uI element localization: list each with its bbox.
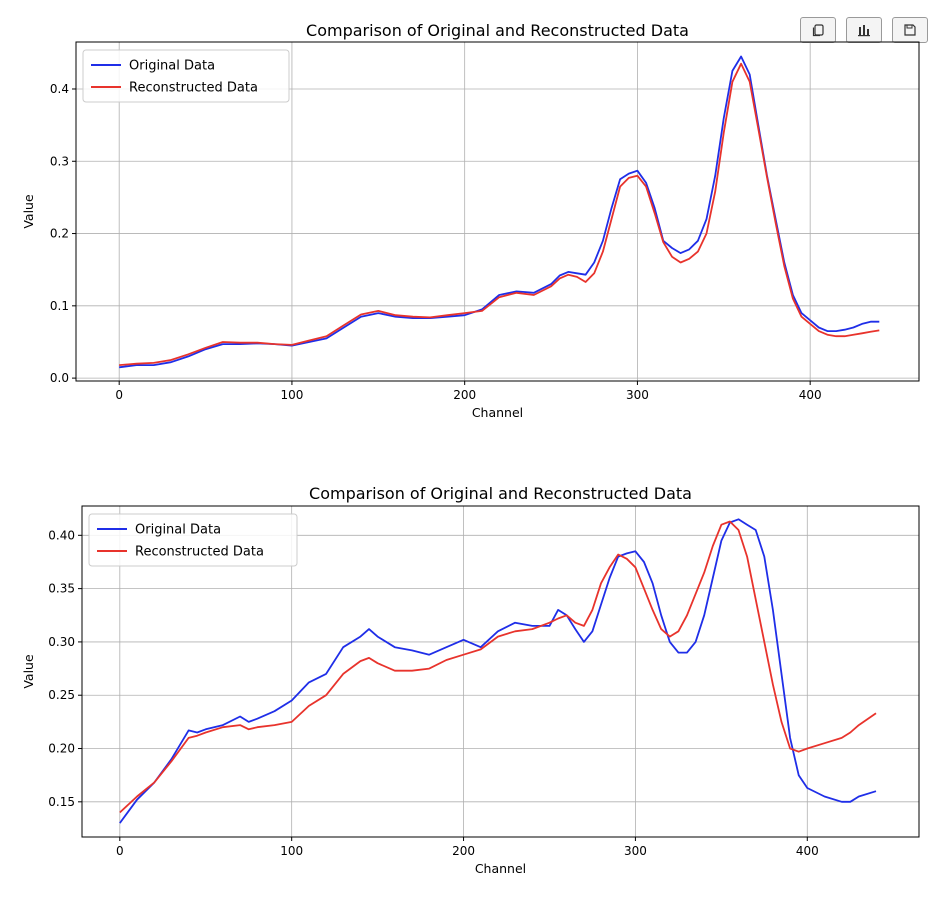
x-tick-label: 200 [452, 844, 475, 858]
legend: Original Data Reconstructed Data [88, 513, 298, 567]
legend-label: Original Data [129, 59, 215, 74]
x-tick-label: 400 [799, 388, 822, 402]
copy-button[interactable] [800, 17, 836, 43]
series-line-reconstructed [119, 520, 877, 814]
plot-frame [81, 505, 920, 838]
x-tick-label: 100 [280, 844, 303, 858]
x-tick-label: 0 [116, 844, 124, 858]
y-tick-label: 0.20 [48, 742, 75, 756]
chart-button[interactable] [846, 17, 882, 43]
save-button[interactable] [892, 17, 928, 43]
y-tick-label: 0.3 [50, 154, 69, 168]
save-icon [904, 24, 916, 36]
x-axis-label: Channel [475, 861, 526, 876]
x-axis-label: Channel [472, 405, 523, 420]
chart-title: Comparison of Original and Reconstructed… [306, 21, 689, 40]
figure-toolbar [800, 17, 928, 43]
legend-label: Reconstructed Data [135, 545, 264, 560]
chart-1: Comparison of Original and Reconstructed… [21, 21, 920, 420]
y-tick-label: 0.0 [50, 371, 69, 385]
y-tick-label: 0.40 [48, 528, 75, 542]
bar-chart-icon [858, 25, 870, 37]
y-tick-label: 0.30 [48, 635, 75, 649]
y-tick-label: 0.2 [50, 227, 69, 241]
series-line-original [119, 55, 880, 369]
x-tick-label: 400 [796, 844, 819, 858]
y-tick-label: 0.1 [50, 299, 69, 313]
plot-frame [75, 41, 920, 382]
chart-2: Comparison of Original and Reconstructed… [21, 484, 920, 876]
x-tick-label: 200 [453, 388, 476, 402]
y-tick-label: 0.4 [50, 82, 69, 96]
y-tick-label: 0.35 [48, 582, 75, 596]
x-tick-label: 100 [280, 388, 303, 402]
y-tick-label: 0.25 [48, 688, 75, 702]
copy-icon [812, 24, 824, 37]
legend-box [88, 513, 298, 567]
chart-title: Comparison of Original and Reconstructed… [309, 484, 692, 503]
legend: Original Data Reconstructed Data [82, 49, 290, 103]
series-line-original [119, 518, 877, 824]
y-axis-label: Value [21, 654, 36, 689]
x-tick-label: 300 [626, 388, 649, 402]
legend-box [82, 49, 290, 103]
x-tick-label: 0 [115, 388, 123, 402]
series-line-reconstructed [119, 62, 880, 366]
x-tick-label: 300 [624, 844, 647, 858]
y-tick-label: 0.15 [48, 795, 75, 809]
y-axis-label: Value [21, 194, 36, 229]
legend-label: Reconstructed Data [129, 81, 258, 96]
legend-label: Original Data [135, 523, 221, 538]
